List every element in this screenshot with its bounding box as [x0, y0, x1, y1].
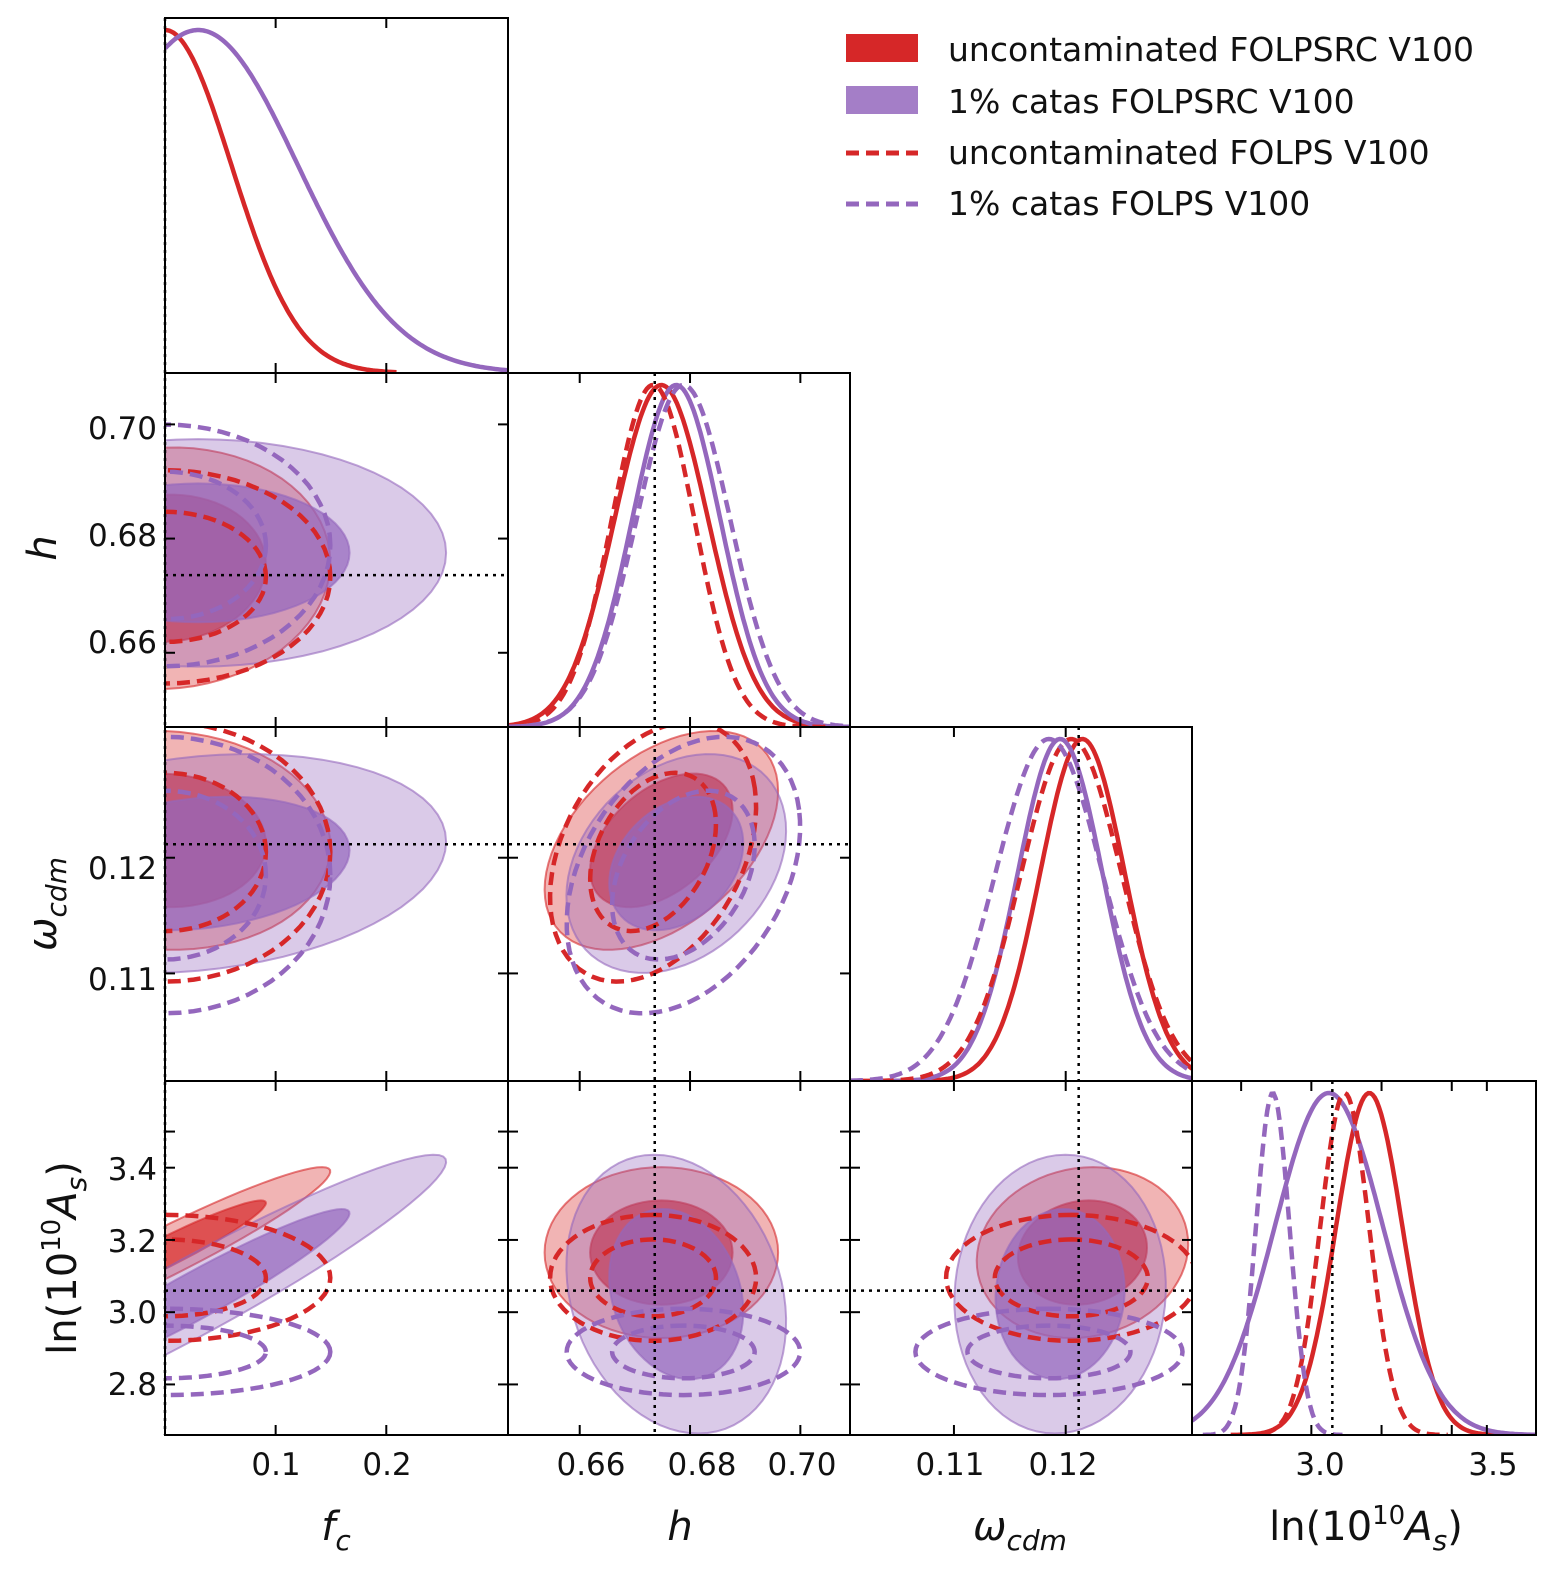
contour-95-series-3: [564, 1306, 803, 1398]
y-axis-label-wcdm: ωcdm: [20, 857, 73, 951]
panel-wcdm-marginal: [850, 736, 1192, 1081]
legend-swatch-filled: [846, 86, 918, 114]
panel-fc-vs-lnAs: [165, 1153, 448, 1398]
y-tick-label: 3.0: [108, 1295, 157, 1331]
panel-wcdm-vs-lnAs: [913, 1153, 1192, 1435]
contour-68-series-2: [165, 770, 269, 934]
panel-frame: [1191, 1080, 1537, 1436]
contour-68-series-2: [992, 1237, 1150, 1319]
marginal-h-3: [508, 382, 850, 727]
contour-68-series-2: [587, 770, 719, 934]
y-axis-label-lnAs: ln(1010As): [37, 1161, 93, 1355]
x-axis-label-h: h: [667, 1504, 692, 1550]
panel-frame: [507, 372, 851, 728]
legend-swatch-filled: [846, 34, 918, 62]
x-tick-label: 3.5: [1468, 1447, 1517, 1483]
contour-68-series-3: [965, 1323, 1133, 1381]
legend-entry: 1% catas FOLPSRC V100: [846, 82, 1355, 121]
x-tick-label: 0.66: [556, 1447, 625, 1483]
marginal-lnAs-0: [1230, 1090, 1508, 1435]
marginal-lnAs-2: [1243, 1090, 1448, 1435]
marginal-wcdm-0: [905, 736, 1192, 1081]
x-tick-label: 0.1: [251, 1447, 300, 1483]
contour-68-series-3: [165, 469, 269, 622]
y-tick-label: 2.8: [108, 1367, 157, 1403]
marginal-h-0: [508, 382, 850, 727]
x-axis-label-fc: fc: [321, 1504, 351, 1557]
contour-95-series-2: [165, 727, 333, 984]
x-axis-label-wcdm: ωcdm: [973, 1504, 1067, 1557]
contour-95-series-2: [165, 467, 333, 686]
contour-95-series-3: [564, 734, 803, 1016]
y-tick-label: 0.12: [88, 851, 157, 887]
y-tick-label: 3.4: [108, 1152, 157, 1188]
x-tick-labels-fc: 0.1 0.2: [251, 1447, 411, 1483]
x-tick-label: 0.68: [667, 1447, 736, 1483]
panel-h-vs-wcdm: [543, 727, 803, 1016]
contour-68-series-2: [165, 509, 269, 645]
contour-95-series-2: [547, 727, 759, 984]
axis-frames: [164, 17, 1537, 1436]
y-tick-label: 3.2: [108, 1224, 157, 1260]
legend-label: uncontaminated FOLPS V100: [948, 133, 1430, 172]
y-tick-labels-wcdm: 0.11 0.12: [88, 851, 157, 998]
legend-label: 1% catas FOLPSRC V100: [948, 82, 1355, 121]
marginal-fc-0: [165, 27, 397, 373]
contour-68-series-2: [587, 1237, 719, 1319]
contour-68-series-3: [609, 788, 757, 962]
contour-95-series-2: [943, 1212, 1192, 1344]
contour-95-series-3: [165, 422, 333, 669]
y-tick-label: 0.66: [88, 625, 157, 661]
marginal-lnAs-3: [1202, 1091, 1343, 1435]
legend: uncontaminated FOLPSRC V100 1% catas FOL…: [846, 30, 1474, 223]
x-tick-label: 0.70: [767, 1447, 836, 1483]
contour-95-series-2: [547, 1212, 759, 1344]
y-tick-label: 0.70: [88, 411, 157, 447]
x-tick-labels-wcdm: 0.11 0.12: [915, 1447, 1097, 1483]
panel-h-marginal: [508, 382, 850, 727]
contour-95-series-3: [165, 734, 333, 1016]
marginal-lnAs-1: [1192, 1090, 1536, 1435]
y-tick-labels-h: 0.66 0.68 0.70: [88, 411, 157, 661]
contour-68-series-0: [165, 1199, 267, 1271]
panel-frame: [164, 17, 509, 374]
panel-fc-vs-h: [165, 422, 448, 690]
contour-68-series-3: [609, 1323, 757, 1381]
x-tick-label: 0.12: [1028, 1447, 1097, 1483]
panel-h-vs-lnAs: [543, 1153, 803, 1435]
y-tick-label: 0.11: [88, 962, 157, 998]
panel-fc-marginal: [165, 27, 508, 373]
marginal-fc-1: [165, 27, 508, 373]
y-tick-label: 0.68: [88, 518, 157, 554]
panel-lnAs-marginal: [1192, 1090, 1536, 1435]
marginal-h-2: [508, 382, 827, 727]
x-tick-label: 3.0: [1295, 1447, 1344, 1483]
y-axis-label-h: h: [20, 535, 66, 560]
x-tick-labels-h: 0.66 0.68 0.70: [556, 1447, 836, 1483]
legend-entry: 1% catas FOLPS V100: [846, 184, 1310, 223]
legend-label: 1% catas FOLPS V100: [948, 184, 1310, 223]
x-axis-label-lnAs: ln(1010As): [1269, 1501, 1463, 1557]
contour-68-series-1: [165, 795, 351, 932]
panel-fc-vs-wcdm: [165, 727, 448, 1016]
y-tick-labels-lnAs: 2.8 3.0 3.2 3.4: [108, 1152, 157, 1403]
contour-95-series-2: [165, 1212, 333, 1344]
contour-68-series-2: [165, 1237, 269, 1319]
x-tick-label: 0.2: [362, 1447, 411, 1483]
x-tick-labels-lnAs: 3.0 3.5: [1295, 1447, 1517, 1483]
marginal-wcdm-1: [882, 736, 1192, 1081]
legend-entry: uncontaminated FOLPSRC V100: [846, 30, 1474, 69]
legend-entry: uncontaminated FOLPS V100: [846, 133, 1430, 172]
x-tick-label: 0.11: [915, 1447, 984, 1483]
contour-68-series-3: [165, 788, 269, 962]
legend-label: uncontaminated FOLPSRC V100: [948, 30, 1474, 69]
